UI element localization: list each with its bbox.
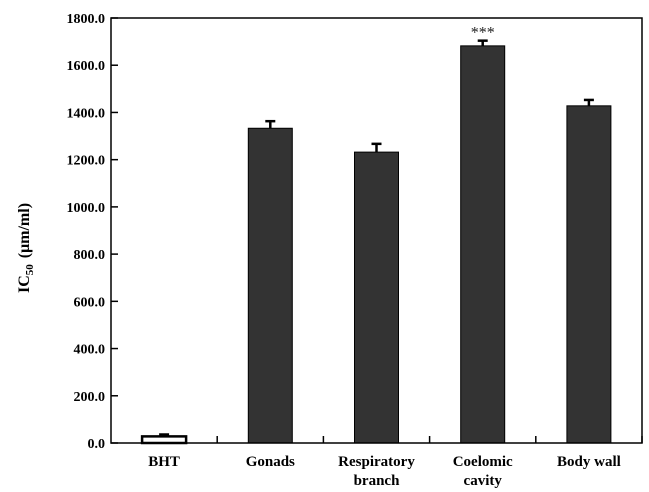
significance-annotation: *** xyxy=(471,25,495,42)
y-tick-label: 600.0 xyxy=(74,295,106,310)
bar xyxy=(354,151,399,444)
y-tick-label: 1400.0 xyxy=(67,106,106,121)
y-tick-label: 1200.0 xyxy=(67,154,106,169)
x-category-label: Coelomic xyxy=(453,454,513,470)
bar xyxy=(566,105,612,444)
y-axis-label: IC50 (μm/ml) xyxy=(16,203,36,293)
y-tick-label: 1800.0 xyxy=(67,12,106,27)
bar xyxy=(140,435,188,445)
y-tick-label: 0.0 xyxy=(88,437,106,452)
plot-frame xyxy=(110,17,643,444)
bar xyxy=(247,127,293,444)
y-axis-label-unit: (μm/ml) xyxy=(16,203,33,258)
x-category-label: cavity xyxy=(464,473,503,489)
y-axis-ticks: 0.0 200.0 400.0 600.0 800.0 1000.0 1200.0 1400.… xyxy=(67,12,118,452)
x-category-label: BHT xyxy=(148,454,180,470)
y-axis-label-main: IC xyxy=(16,275,33,293)
x-category-label: Gonads xyxy=(246,454,295,470)
y-tick-label: 200.0 xyxy=(74,390,106,405)
x-category-label: Respiratory xyxy=(338,454,415,470)
x-category-label: branch xyxy=(354,473,401,489)
x-category-label: Body wall xyxy=(557,454,621,470)
x-axis-categories: BHT Gonads Respiratory branch Coelomic cavity… xyxy=(148,436,643,489)
svg-text:IC50(μm/ml): IC50 (μm/ml) xyxy=(16,203,36,293)
y-tick-label: 400.0 xyxy=(74,343,106,358)
y-tick-label: 1000.0 xyxy=(67,201,106,216)
y-tick-label: 1600.0 xyxy=(67,59,106,74)
y-tick-label: 800.0 xyxy=(74,248,106,263)
bar xyxy=(460,45,506,444)
error-bars xyxy=(159,39,594,437)
bars xyxy=(140,45,612,445)
annotations: *** xyxy=(471,25,495,42)
y-axis-label-subscript: 50 xyxy=(24,264,36,276)
